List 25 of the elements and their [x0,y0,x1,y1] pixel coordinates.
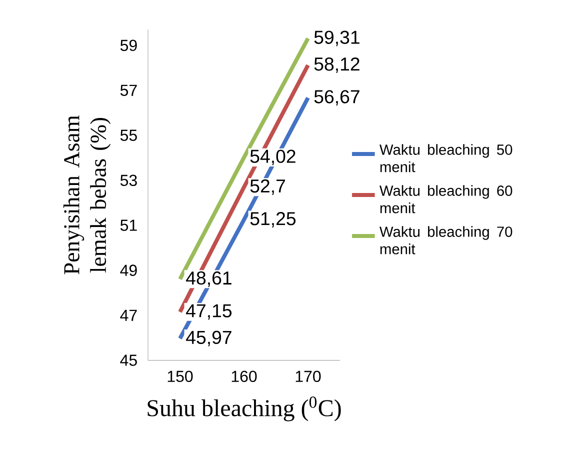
x-tick-label: 150 [168,370,193,382]
data-label: 54,02 [250,150,296,166]
y-tick-label: 45 [120,354,137,366]
y-tick-label: 59 [120,40,137,52]
y-tick-label: 55 [120,130,137,141]
data-label: 59,31 [314,30,360,46]
x-tick-label: 160 [232,370,257,382]
data-label: 45,97 [186,330,232,346]
data-label: 51,25 [250,212,296,228]
legend-label: Waktu bleaching 50 menit [380,144,512,172]
legend-label: Waktu bleaching 60 menit [380,185,512,214]
legend-label: Waktu bleaching 70 menit [380,226,512,254]
data-label: 47,15 [186,304,232,320]
data-label: 56,67 [314,90,360,106]
y-axis-title: Penyisihan Asam lemak bebas (%) [63,115,111,274]
x-axis-title: Suhu bleaching ($^{0}$C) [148,396,341,422]
y-tick-label: 57 [120,84,137,96]
y-tick-label: 47 [120,310,137,321]
data-label: 48,61 [186,271,232,287]
y-tick-label: 49 [120,264,137,276]
x-tick-label: 170 [296,370,321,382]
y-tick-label: 53 [120,174,137,186]
y-tick-label: 51 [120,220,137,231]
data-label: 58,12 [314,57,360,73]
data-label: 52,7 [250,179,285,195]
